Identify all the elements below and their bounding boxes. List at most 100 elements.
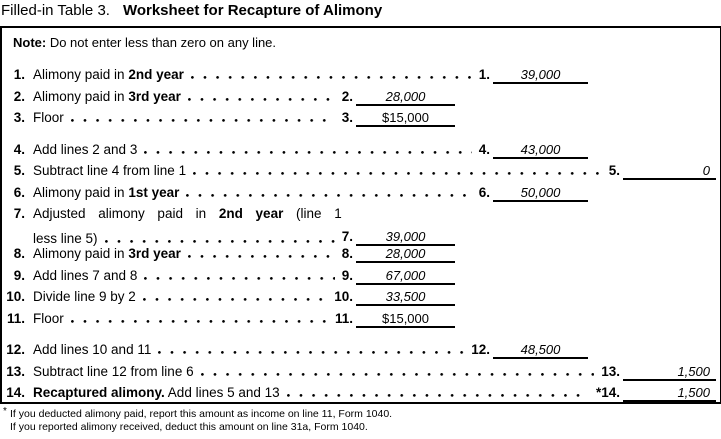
- amount-group: 12. 48,500: [471, 342, 588, 359]
- row-label: Alimony paid in 2nd year: [33, 67, 184, 82]
- row-label-bold-segment: 3rd year: [128, 88, 181, 104]
- amount-group: 4. 43,000: [479, 142, 588, 159]
- amount-value: 39,000: [356, 229, 455, 246]
- note: Note: Do not enter less than zero on any…: [13, 35, 718, 50]
- line-number-right: 5.: [608, 163, 620, 178]
- amount-value: 43,000: [493, 142, 588, 159]
- row-label-segment: Add lines 5 and 13: [164, 385, 280, 400]
- worksheet-row-8: 8. Alimony paid in 3rd year 8. 28,000: [5, 246, 718, 268]
- footnote-2: If you reported alimony received, deduct…: [10, 421, 721, 434]
- amount-value: 28,000: [356, 246, 455, 263]
- worksheet-row-9: 9. Add lines 7 and 8 9. 67,000: [5, 268, 718, 290]
- row-label: Alimony paid in 3rd year: [33, 89, 181, 104]
- amount-group: 7. 39,000: [342, 229, 455, 246]
- dot-leader: [70, 119, 335, 122]
- worksheet-row-5: 5. Subtract line 4 from line 1 5. 0: [5, 163, 718, 185]
- row-label: Recaptured alimony. Add lines 5 and 13: [33, 385, 280, 400]
- worksheet-row-10: 10. Divide line 9 by 2 10. 33,500: [5, 289, 718, 311]
- worksheet-rows: 1. Alimony paid in 2nd year 1. 39,000 2. Alim…: [5, 67, 718, 402]
- amount-group: 11. $15,000: [335, 311, 455, 328]
- row-label-bold-segment: 2nd year: [128, 67, 184, 82]
- row-label: Add lines 2 and 3: [33, 142, 137, 157]
- line-number-left: 3.: [13, 110, 25, 125]
- amount-group: 3. $15,000: [342, 110, 455, 127]
- dot-leader: [104, 240, 335, 243]
- worksheet-row-12: 12. Add lines 10 and 11 12. 48,500: [5, 342, 718, 364]
- amount-value: 1,500: [623, 364, 716, 381]
- worksheet-row-6: 6. Alimony paid in 1st year 6. 50,000: [5, 185, 718, 207]
- footnote-1: * If you deducted alimony paid, report th…: [3, 406, 721, 421]
- row-label-bold-segment: 3rd year: [128, 246, 181, 261]
- row-label-line2: less line 5): [33, 231, 342, 246]
- amount-value: 67,000: [356, 268, 455, 285]
- amount-group: 13. 1,500: [601, 364, 716, 381]
- dot-leader: [70, 319, 328, 323]
- worksheet-row-1: 1. Alimony paid in 2nd year 1. 39,000: [5, 67, 718, 89]
- row-label: Floor: [33, 311, 64, 326]
- row-label-bold-segment: 1st year: [128, 184, 180, 200]
- line-number-left: 6.: [13, 184, 25, 200]
- amount-value: 50,000: [493, 185, 588, 202]
- line-number-left: 7.: [13, 206, 25, 221]
- amount-group: 5. 0: [609, 163, 716, 180]
- amount-value: 39,000: [493, 67, 588, 84]
- row-label: Add lines 7 and 8: [33, 268, 137, 283]
- line-number-right: 6.: [478, 184, 490, 200]
- row-label: Alimony paid in 3rd year: [33, 246, 181, 261]
- line-number-left: 14.: [6, 385, 25, 400]
- row-label-segment: Add lines 2 and 3: [33, 141, 138, 157]
- line-number-left: 1.: [13, 67, 25, 82]
- title-main: Worksheet for Recapture of Alimony: [122, 2, 383, 19]
- line-number-left: 2.: [13, 88, 25, 104]
- row-label-segment: Subtract line 4 from line 1: [33, 163, 187, 178]
- line-number-left: 5.: [13, 163, 25, 178]
- line-number-right: 4.: [478, 141, 490, 157]
- row-label-segment: Alimony paid in: [33, 246, 129, 261]
- amount-group: *14. 1,500: [596, 385, 716, 402]
- worksheet-row-4: 4. Add lines 2 and 3 4. 43,000: [5, 142, 718, 164]
- footnote-2-text: If you reported alimony received, deduct…: [10, 420, 368, 433]
- row-label-segment: Adjusted alimony paid in: [33, 206, 219, 221]
- amount-group: 6. 50,000: [479, 185, 588, 202]
- note-text: Do not enter less than zero on any line.: [46, 35, 277, 50]
- row-label-bold-segment: 2nd year: [218, 206, 284, 221]
- row-label: Adjusted alimony paid in 2nd year (line …: [33, 206, 342, 246]
- line-number-left: 11.: [6, 310, 25, 326]
- footnote-1-text: If you deducted alimony paid, report thi…: [10, 408, 393, 420]
- row-label-segment: Floor: [33, 110, 64, 125]
- dot-leader: [187, 255, 335, 258]
- line-number-right: 7.: [341, 229, 353, 244]
- dot-leader: [186, 193, 472, 197]
- row-label-segment: (line 1: [283, 206, 342, 221]
- row-label-segment: Divide line 9 by 2: [33, 289, 136, 304]
- amount-group: 1. 39,000: [479, 67, 588, 84]
- row-label-line2-text: less line 5): [33, 231, 98, 246]
- footnote-asterisk: *: [3, 406, 7, 417]
- amount-value: 48,500: [493, 342, 588, 359]
- page-title: Filled-in Table 3. Worksheet for Recaptu…: [0, 0, 721, 21]
- row-label-segment: Floor: [33, 310, 64, 326]
- line-number-right: 9.: [341, 267, 353, 283]
- amount-group: 8. 28,000: [342, 246, 455, 263]
- line-number-left: 12.: [6, 342, 25, 357]
- amount-value: 0: [623, 163, 716, 180]
- dot-leader: [200, 372, 595, 376]
- line-number-right: 3.: [341, 110, 353, 125]
- amount-value: 1,500: [623, 385, 716, 402]
- dot-leader: [144, 276, 335, 280]
- amount-value: $15,000: [356, 311, 455, 328]
- row-label: Alimony paid in 1st year: [33, 185, 179, 200]
- row-label: Floor: [33, 110, 64, 125]
- line-number-left: 9.: [13, 267, 25, 283]
- amount-value: 28,000: [356, 89, 455, 106]
- line-number-right: 11.: [334, 310, 353, 326]
- title-prefix: Filled-in Table 3.: [1, 2, 110, 19]
- amount-group: 2. 28,000: [342, 89, 455, 106]
- dot-leader: [286, 394, 589, 397]
- line-number-right: 2.: [341, 88, 353, 104]
- row-label-segment: Add lines 7 and 8: [33, 267, 138, 283]
- row-label: Subtract line 4 from line 1: [33, 163, 186, 178]
- line-number-right: *14.: [595, 385, 620, 400]
- footnotes: * If you deducted alimony paid, report th…: [3, 406, 721, 434]
